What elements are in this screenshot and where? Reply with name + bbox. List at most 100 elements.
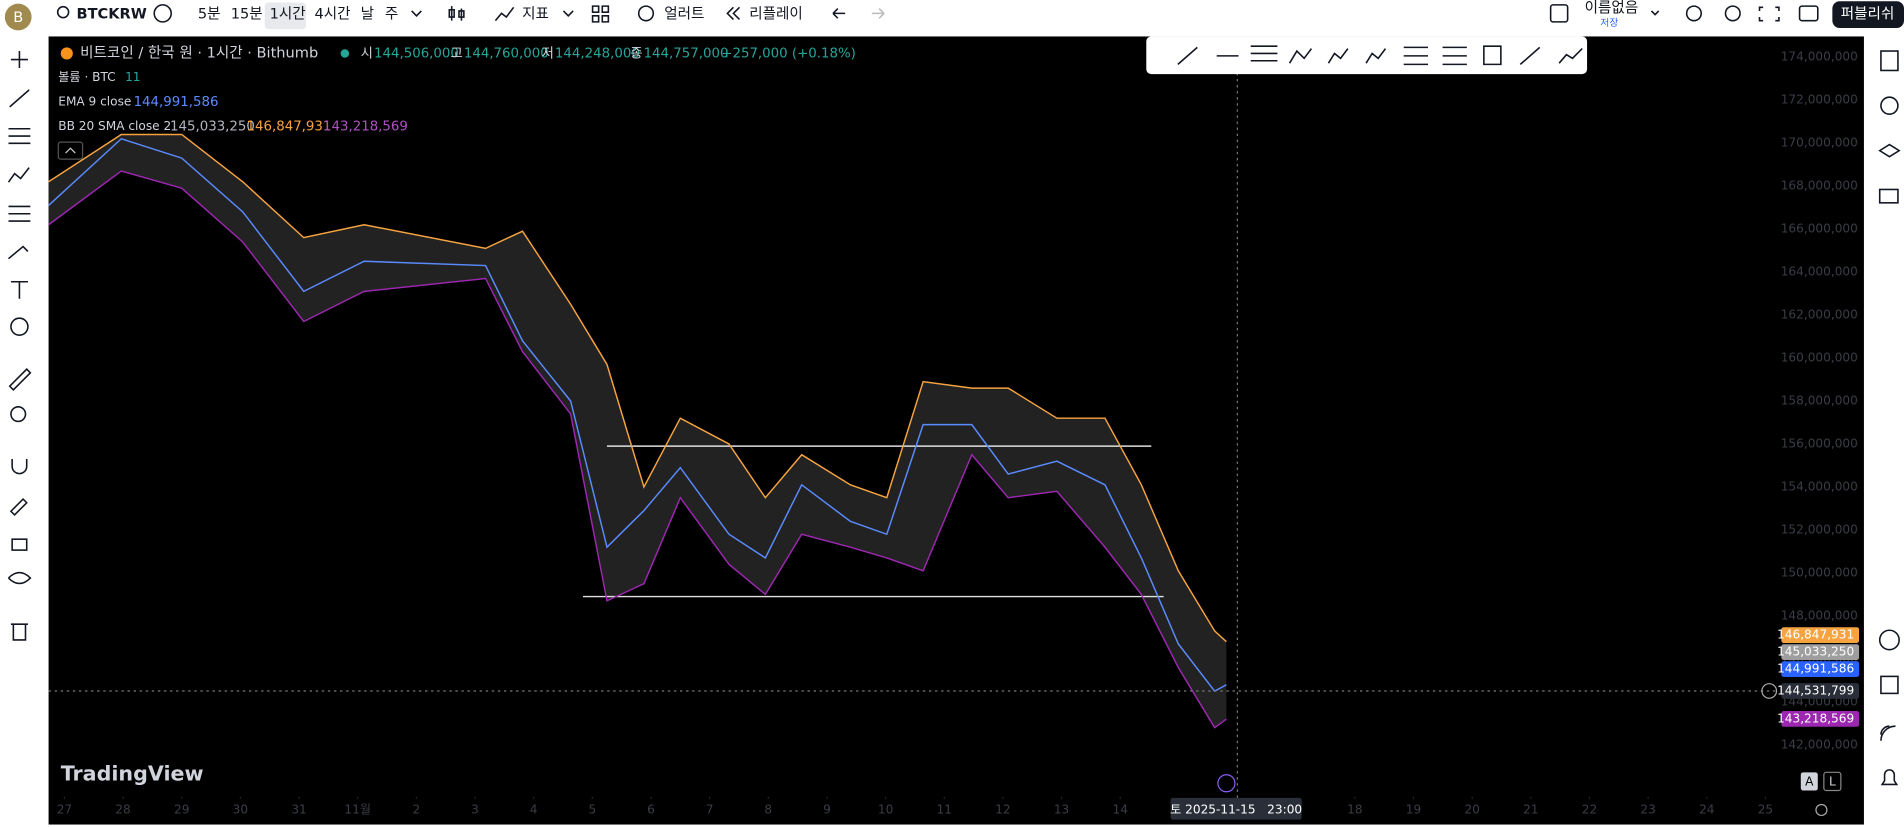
tool-fib[interactable] <box>8 127 31 145</box>
feed[interactable] <box>1880 725 1896 741</box>
interval[interactable]: 4시간 <box>315 6 351 23</box>
quick-search[interactable] <box>1685 5 1703 22</box>
market-status <box>340 49 350 58</box>
x-tick-label: 21 <box>1523 802 1538 816</box>
notifications[interactable] <box>1880 769 1899 786</box>
tool-delete[interactable] <box>10 623 28 641</box>
tool-line[interactable] <box>9 89 30 108</box>
replay[interactable]: 리플레이 <box>749 6 803 23</box>
tool-hide[interactable] <box>7 571 32 585</box>
checkbox[interactable] <box>1549 4 1569 23</box>
tool-pattern[interactable] <box>7 167 30 183</box>
chart-type[interactable] <box>448 6 465 21</box>
x-tick-label: 6 <box>647 802 655 816</box>
layout-name[interactable]: 이름없음 <box>1585 0 1639 17</box>
auto-scale[interactable]: A <box>1805 775 1814 789</box>
price-label: 145,033,250 <box>1777 645 1854 659</box>
x-tick-label: 25 <box>1758 802 1773 816</box>
indicators[interactable]: 지표 <box>522 6 549 23</box>
search-icon[interactable] <box>56 5 70 19</box>
x-tick-label: 4 <box>530 802 538 816</box>
interval[interactable]: 날 <box>361 6 374 23</box>
change: +257,000 (+0.18%) <box>721 46 856 61</box>
bb-lower: 143,218,569 <box>323 119 408 134</box>
x-tick-label: 19 <box>1406 802 1421 816</box>
collapse-arrow <box>65 147 76 154</box>
bb-basis: 145,033,250 <box>170 119 255 134</box>
tool-forecast[interactable] <box>8 205 31 222</box>
log-button-bg <box>1823 771 1842 792</box>
tool-lock[interactable] <box>11 538 28 551</box>
tool-ruler[interactable] <box>8 368 32 391</box>
tool-brush[interactable] <box>7 245 29 260</box>
x-tick-label: 3 <box>471 802 479 816</box>
interval[interactable]: 15분 <box>231 6 263 23</box>
redo[interactable] <box>871 7 885 19</box>
ohlc-value: 144,506,000 <box>374 46 459 61</box>
tool-magnet[interactable] <box>11 459 28 475</box>
save[interactable]: 저장 <box>1600 17 1618 29</box>
target[interactable] <box>1878 629 1900 651</box>
band-fill <box>48 134 1227 728</box>
axis-settings[interactable] <box>1815 803 1828 817</box>
snapshot[interactable] <box>1798 5 1819 22</box>
x-tick-label: 11 <box>937 802 952 816</box>
fullscreen[interactable] <box>1758 6 1780 22</box>
chevron[interactable] <box>562 10 574 17</box>
event-marker[interactable] <box>1217 774 1236 793</box>
interval[interactable]: 1시간 <box>270 6 306 23</box>
symbol-title: 비트코인 / 한국 원 · 1시간 · Bithumb <box>80 44 318 61</box>
interval[interactable]: 5분 <box>198 6 221 23</box>
drawing-tools[interactable] <box>1177 45 1583 66</box>
y-tick-label: 142,000,000 <box>1781 737 1858 751</box>
overlay: 비트코인 / 한국 원 · 1시간 · Bithumb 시 144,506,00… <box>48 36 1842 820</box>
tool-stay[interactable] <box>9 497 28 517</box>
interval[interactable]: 주 <box>385 6 398 23</box>
price-label-bg <box>1781 683 1860 699</box>
chat[interactable] <box>1878 188 1899 204</box>
plot: 142,000,000144,000,000146,000,000148,000… <box>48 50 1860 816</box>
ohlc-value: 144,760,000 <box>464 46 549 61</box>
tool-cross[interactable] <box>10 51 28 69</box>
publish[interactable]: 퍼블리쉬 <box>1841 6 1895 23</box>
coin-icon <box>60 47 73 60</box>
alerts[interactable] <box>1880 96 1899 115</box>
add-alert[interactable] <box>1761 683 1778 699</box>
publish-button[interactable] <box>1832 1 1904 28</box>
layers[interactable] <box>1878 143 1901 158</box>
y-tick-label: 162,000,000 <box>1781 308 1858 322</box>
tool-emoji[interactable] <box>10 317 29 336</box>
price-label: 146,847,931 <box>1777 628 1854 642</box>
collapse-legend[interactable] <box>57 141 84 160</box>
calendar[interactable] <box>1880 675 1899 695</box>
branding: TradingView <box>61 762 204 786</box>
right-sidebar <box>1878 50 1901 786</box>
add-symbol[interactable] <box>153 4 173 23</box>
active-interval-bg <box>264 2 306 30</box>
ohlc-value: 144,757,000 <box>644 46 729 61</box>
layouts[interactable] <box>591 5 610 23</box>
x-tick-label: 7 <box>706 802 714 816</box>
undo[interactable] <box>832 7 846 19</box>
chevron[interactable] <box>411 10 422 17</box>
watchlist[interactable] <box>1880 50 1899 72</box>
series-line <box>48 170 1227 729</box>
x-tick-label: 29 <box>174 802 189 816</box>
settings[interactable] <box>1724 5 1741 22</box>
price-label: 144,531,799 <box>1777 683 1854 697</box>
x-tick-label: 20 <box>1464 802 1479 816</box>
x-tick-label: 24 <box>1699 802 1715 816</box>
tool-zoom[interactable] <box>10 406 27 423</box>
x-tick-label: 13 <box>1054 802 1069 816</box>
y-tick-label: 154,000,000 <box>1781 479 1858 493</box>
x-tick-label: 22 <box>1582 802 1597 816</box>
chevron[interactable] <box>1650 10 1660 16</box>
tool-text[interactable] <box>10 280 28 299</box>
symbol[interactable]: BTCKRW <box>77 6 147 23</box>
alert[interactable]: 얼러트 <box>664 6 704 23</box>
log-scale[interactable]: L <box>1829 775 1836 789</box>
price-label-bg <box>1781 661 1860 677</box>
series-line <box>48 137 1227 693</box>
